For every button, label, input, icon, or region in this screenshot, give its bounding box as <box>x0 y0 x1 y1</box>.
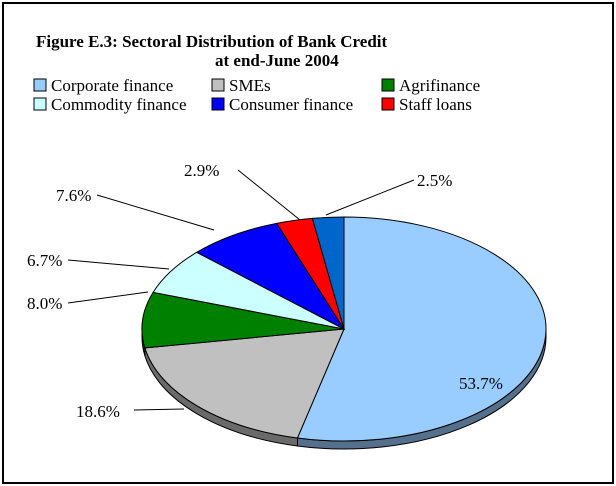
legend-swatch-staff-loans <box>381 97 395 111</box>
leader-line-commodity-finance <box>67 259 170 270</box>
legend-swatch-commodity-finance <box>33 97 47 111</box>
legend-swatch-smes <box>211 78 225 92</box>
data-label-other-6: 2.5% <box>417 171 452 190</box>
chart-title-line1: Figure E.3: Sectoral Distribution of Ban… <box>36 32 388 51</box>
data-label-commodity-finance: 6.7% <box>27 251 62 270</box>
leader-line-smes <box>133 408 185 411</box>
pie-chart: Figure E.3: Sectoral Distribution of Ban… <box>27 32 547 450</box>
pie-slices <box>141 216 547 450</box>
data-label-consumer-finance: 7.6% <box>56 186 91 205</box>
legend-swatch-consumer-finance <box>211 97 225 111</box>
pie-slice-smes <box>144 328 345 439</box>
legend-label-commodity-finance: Commodity finance <box>51 95 187 114</box>
legend-label-corporate-finance: Corporate finance <box>51 76 173 95</box>
data-label-corporate-finance: 53.7% <box>459 374 503 393</box>
pie-slice-corporate-finance <box>296 216 547 442</box>
data-label-smes: 18.6% <box>76 402 120 421</box>
legend-swatch-agrifinance <box>381 78 395 92</box>
legend-swatch-corporate-finance <box>33 78 47 92</box>
leader-line-consumer-finance <box>96 194 215 231</box>
leader-line-other-6 <box>325 179 415 216</box>
chart-title-line2: at end-June 2004 <box>215 51 339 70</box>
pie-slice-agrifinance <box>141 291 345 349</box>
legend-label-agrifinance: Agrifinance <box>399 76 480 95</box>
pie-slice-consumer-finance <box>195 222 346 331</box>
legend-label-consumer-finance: Consumer finance <box>229 95 353 114</box>
legend-label-staff-loans: Staff loans <box>399 95 472 114</box>
leader-line-agrifinance <box>67 291 149 304</box>
legend-label-smes: SMEs <box>229 76 271 95</box>
leader-line-staff-loans <box>237 169 301 221</box>
data-label-agrifinance: 8.0% <box>27 294 62 313</box>
pie-slice-other-6 <box>311 216 345 330</box>
data-label-staff-loans: 2.9% <box>184 161 219 180</box>
data-labels: 53.7% 18.6% 8.0% 6.7% 7.6% 2.9% 2.5% <box>27 161 503 421</box>
legend: Corporate finance SMEs Agrifinance Commodit… <box>33 76 480 114</box>
